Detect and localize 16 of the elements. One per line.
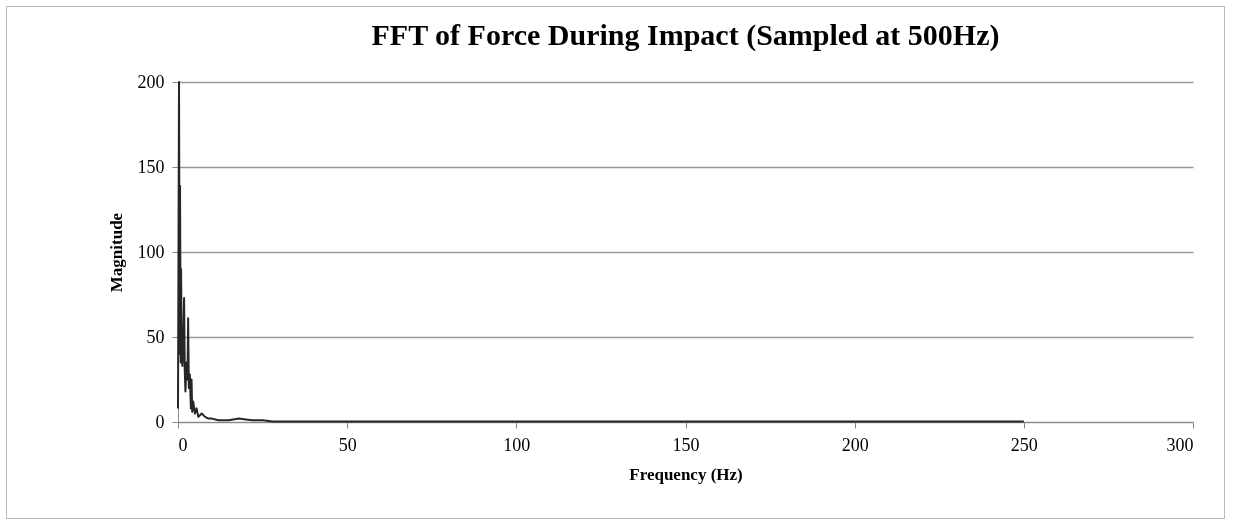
x-tick-label: 50 xyxy=(338,434,357,455)
line-series xyxy=(177,81,1025,423)
y-axis-title: Magnitude xyxy=(106,212,126,293)
x-tick-label: 0 xyxy=(178,434,188,455)
x-tick-label: 150 xyxy=(672,434,700,455)
x-tick-label: 300 xyxy=(1166,434,1194,455)
x-axis-title: Frequency (Hz) xyxy=(629,464,743,484)
chart-title: FFT of Force During Impact (Sampled at 500Hz) xyxy=(371,18,1000,52)
x-tick-label: 200 xyxy=(841,434,869,455)
y-tick-label: 100 xyxy=(137,241,165,262)
y-tick-label: 50 xyxy=(146,326,165,347)
y-tick-label: 150 xyxy=(137,156,165,177)
x-tick-label: 100 xyxy=(503,434,531,455)
x-tick-label: 250 xyxy=(1010,434,1038,455)
y-tick-label: 200 xyxy=(137,71,165,92)
y-tick-label: 0 xyxy=(155,411,165,432)
